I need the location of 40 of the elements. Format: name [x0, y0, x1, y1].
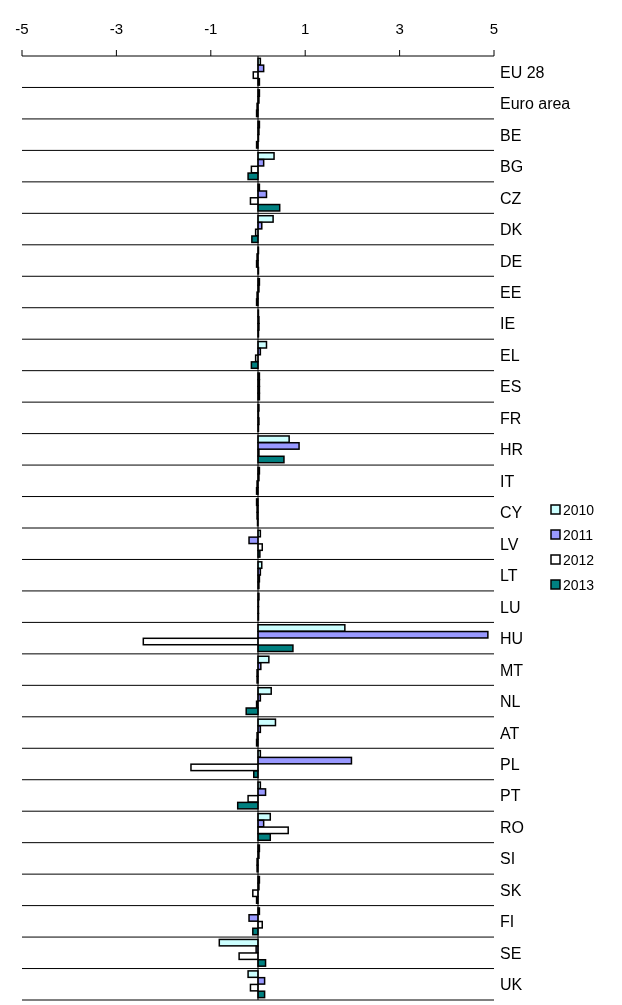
- y-tick-label: SK: [500, 881, 522, 899]
- x-tick-label: 1: [301, 20, 310, 37]
- x-tick-label: -5: [15, 20, 29, 37]
- legend-label: 2013: [563, 577, 595, 593]
- legend-label: 2012: [563, 552, 595, 568]
- y-tick-label: PL: [500, 756, 520, 773]
- y-tick-label: DK: [500, 221, 523, 239]
- y-tick-label: EU 28: [500, 63, 545, 81]
- x-tick-label: 3: [395, 20, 404, 37]
- y-tick-label: ES: [500, 378, 522, 396]
- y-tick-label: EL: [500, 346, 520, 364]
- y-tick-label: LT: [500, 567, 518, 585]
- y-tick-label: IE: [500, 315, 516, 333]
- y-tick-label: IT: [500, 472, 515, 490]
- y-tick-label: LV: [500, 535, 519, 553]
- y-tick-label: RO: [500, 818, 524, 836]
- y-tick-label: SE: [500, 944, 522, 962]
- y-tick-label: Euro area: [500, 95, 571, 113]
- y-tick-label: HU: [500, 630, 524, 648]
- y-tick-label: CZ: [500, 189, 522, 207]
- y-tick-label: FI: [500, 913, 515, 931]
- x-tick-label: -1: [204, 20, 218, 37]
- legend-label: 2010: [563, 502, 595, 518]
- x-tick-label: -3: [109, 20, 124, 37]
- x-tick-label: 5: [489, 20, 499, 37]
- y-tick-label: LU: [500, 598, 521, 616]
- y-tick-label: MT: [500, 661, 524, 679]
- y-tick-label: BE: [500, 126, 522, 144]
- y-tick-label: SI: [500, 850, 516, 868]
- y-tick-label: BG: [500, 158, 524, 176]
- y-tick-label: AT: [500, 724, 520, 742]
- y-tick-label: PT: [500, 787, 521, 805]
- y-tick-label: HR: [500, 441, 524, 459]
- y-tick-label: DE: [500, 252, 523, 270]
- y-tick-label: FR: [500, 409, 522, 427]
- legend-label: 2011: [563, 527, 594, 543]
- y-tick-label: EE: [500, 284, 522, 301]
- y-tick-label: CY: [500, 504, 523, 522]
- y-tick-label: NL: [500, 693, 521, 711]
- y-tick-label: UK: [500, 976, 523, 994]
